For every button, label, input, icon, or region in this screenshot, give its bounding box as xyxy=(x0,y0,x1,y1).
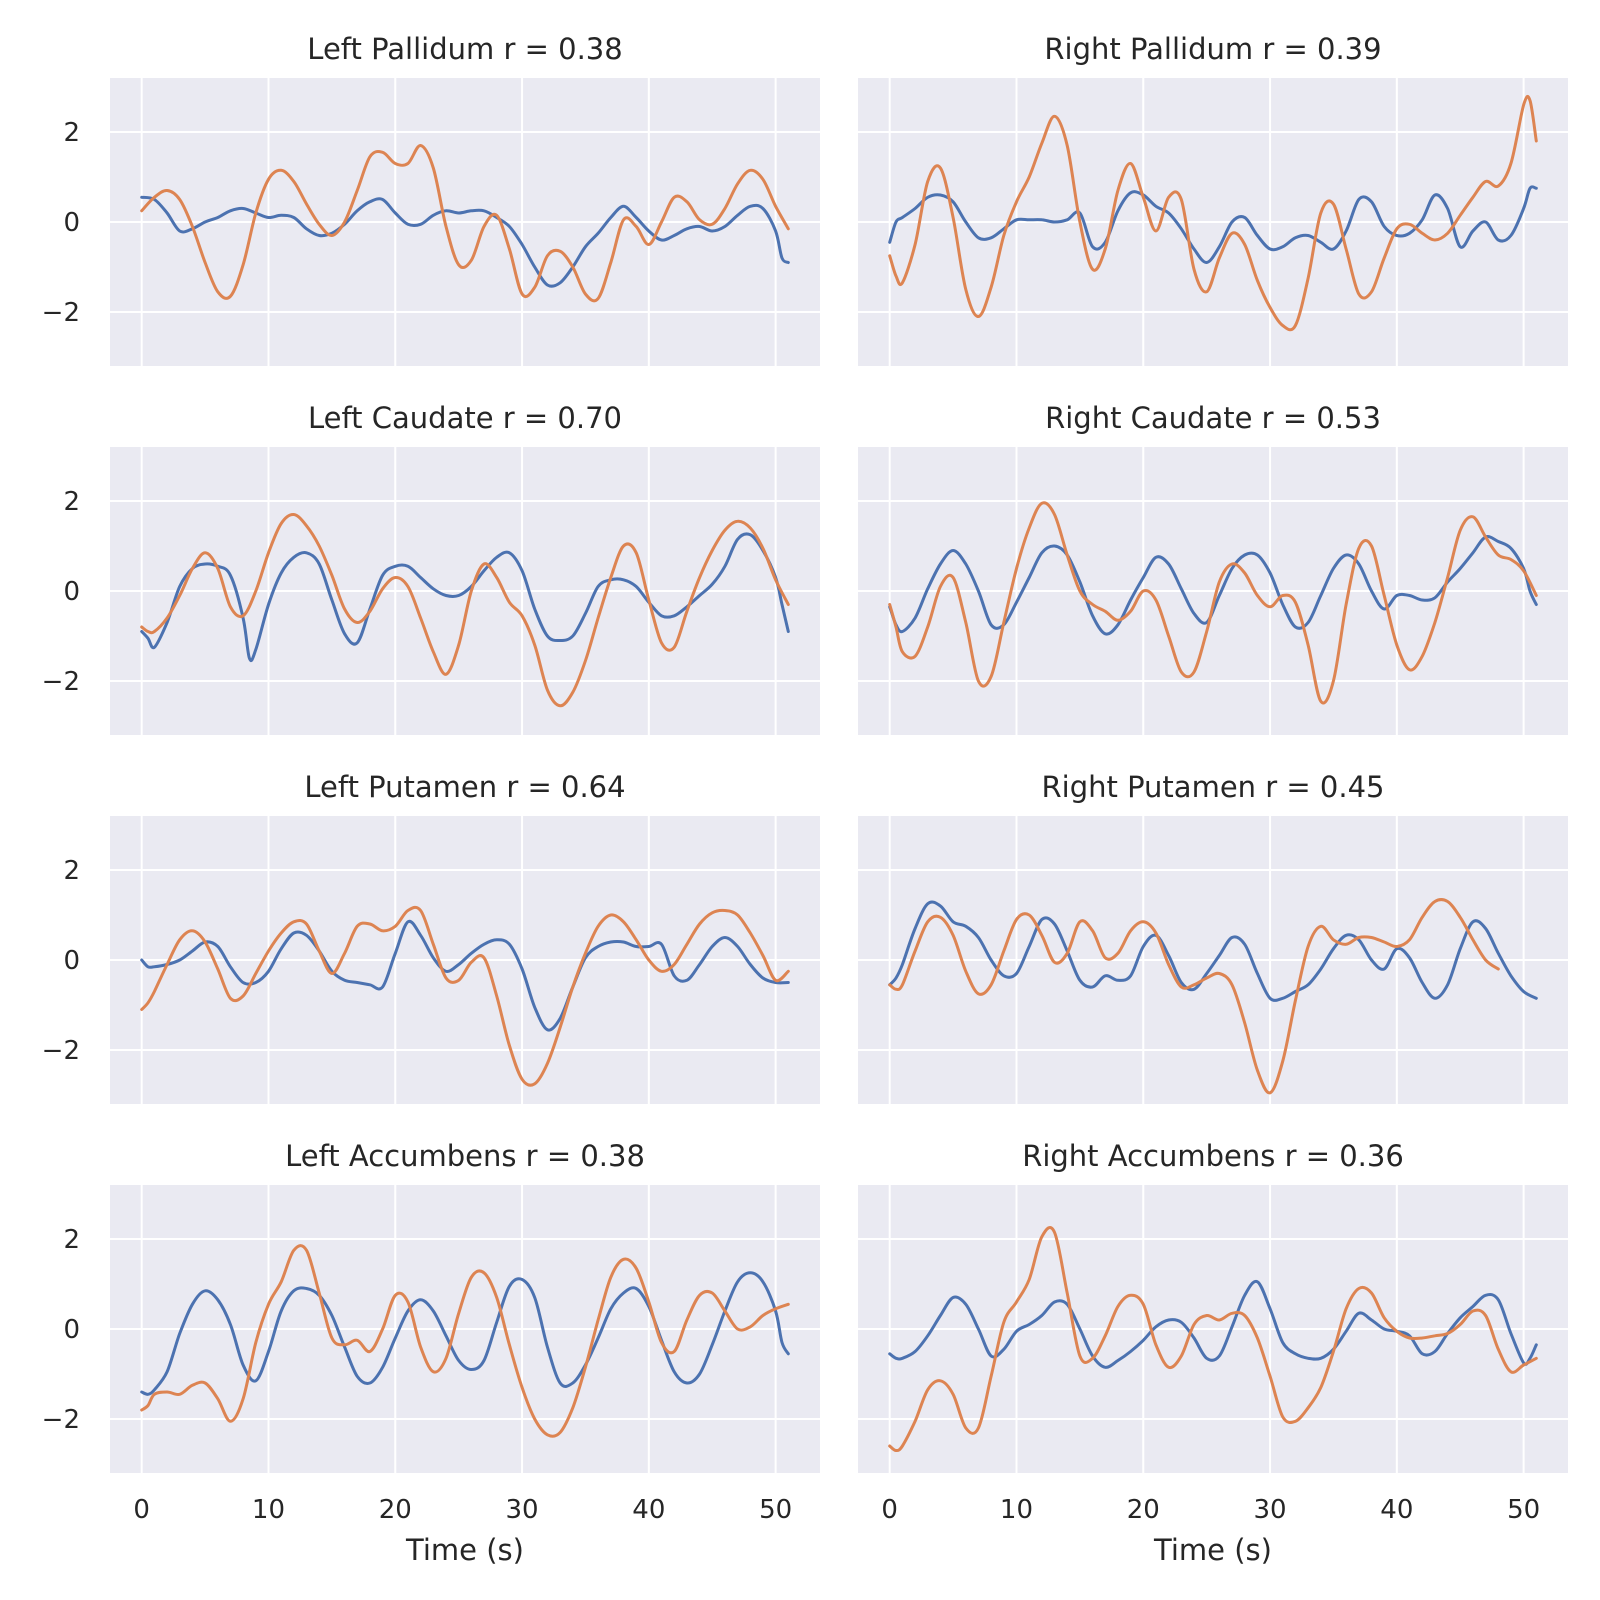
y-tick-label: −2 xyxy=(42,298,80,328)
y-tick-label: 2 xyxy=(63,856,80,886)
panel-title: Right Pallidum r = 0.39 xyxy=(1044,32,1381,66)
x-tick-label: 40 xyxy=(1380,1495,1413,1525)
series-line-blue xyxy=(140,1271,790,1396)
x-tick-label: 50 xyxy=(1507,1495,1540,1525)
series-line-orange xyxy=(888,1226,1538,1453)
y-tick-label: 0 xyxy=(63,946,80,976)
panel-3: Left Caudate r = 0.70 −2 0 2 xyxy=(42,401,820,735)
panel-6: Right Putamen r = 0.45 xyxy=(858,770,1568,1104)
y-tick-label: 0 xyxy=(63,577,80,607)
panel-title: Left Caudate r = 0.70 xyxy=(308,401,622,435)
y-tick-label: 0 xyxy=(63,208,80,238)
x-tick-label: 20 xyxy=(379,1495,412,1525)
x-tick-label: 0 xyxy=(133,1495,150,1525)
series-line-blue xyxy=(140,532,790,663)
panel-title: Right Accumbens r = 0.36 xyxy=(1022,1139,1404,1173)
series-line-blue xyxy=(888,185,1538,264)
series-line-orange xyxy=(140,144,790,303)
series-line-orange xyxy=(888,95,1538,332)
series-line-orange xyxy=(140,512,790,708)
series-line-orange xyxy=(888,898,1500,1095)
series-line-orange xyxy=(140,1244,790,1438)
series-line-blue xyxy=(140,919,790,1032)
y-tick-label: 0 xyxy=(63,1315,80,1345)
y-tick-label: −2 xyxy=(42,1036,80,1066)
y-tick-label: 2 xyxy=(63,487,80,517)
panel-4: Right Caudate r = 0.53 xyxy=(858,401,1568,735)
panel-title: Left Putamen r = 0.64 xyxy=(304,770,625,804)
x-axis-label: Time (s) xyxy=(405,1533,524,1567)
panel-8: Right Accumbens r = 0.36 0 10 20 30 40 50 Time … xyxy=(858,1139,1568,1567)
series-line-orange xyxy=(140,905,790,1087)
x-tick-label: 30 xyxy=(506,1495,539,1525)
x-tick-label: 0 xyxy=(881,1495,898,1525)
x-axis-label: Time (s) xyxy=(1153,1533,1272,1567)
x-tick-label: 40 xyxy=(632,1495,665,1525)
x-tick-label: 50 xyxy=(759,1495,792,1525)
panel-title: Right Caudate r = 0.53 xyxy=(1045,401,1381,435)
panel-title: Left Pallidum r = 0.38 xyxy=(307,32,622,66)
panel-5: Left Putamen r = 0.64 −2 0 2 xyxy=(42,770,820,1104)
x-tick-label: 10 xyxy=(1000,1495,1033,1525)
panel-1: Left Pallidum r = 0.38 −2 0 2 xyxy=(42,32,820,366)
panel-2: Right Pallidum r = 0.39 xyxy=(858,32,1568,366)
x-tick-label: 30 xyxy=(1254,1495,1287,1525)
series-line-blue xyxy=(888,1279,1538,1369)
panel-title: Left Accumbens r = 0.38 xyxy=(285,1139,645,1173)
series-line-blue xyxy=(140,195,790,288)
series-line-blue xyxy=(888,900,1538,1002)
x-tick-label: 10 xyxy=(252,1495,285,1525)
y-tick-label: 2 xyxy=(63,1225,80,1255)
x-tick-label: 20 xyxy=(1127,1495,1160,1525)
panel-title: Right Putamen r = 0.45 xyxy=(1041,770,1384,804)
y-tick-label: −2 xyxy=(42,1405,80,1435)
series-line-orange xyxy=(888,501,1538,705)
y-tick-label: 2 xyxy=(63,118,80,148)
y-tick-label: −2 xyxy=(42,667,80,697)
